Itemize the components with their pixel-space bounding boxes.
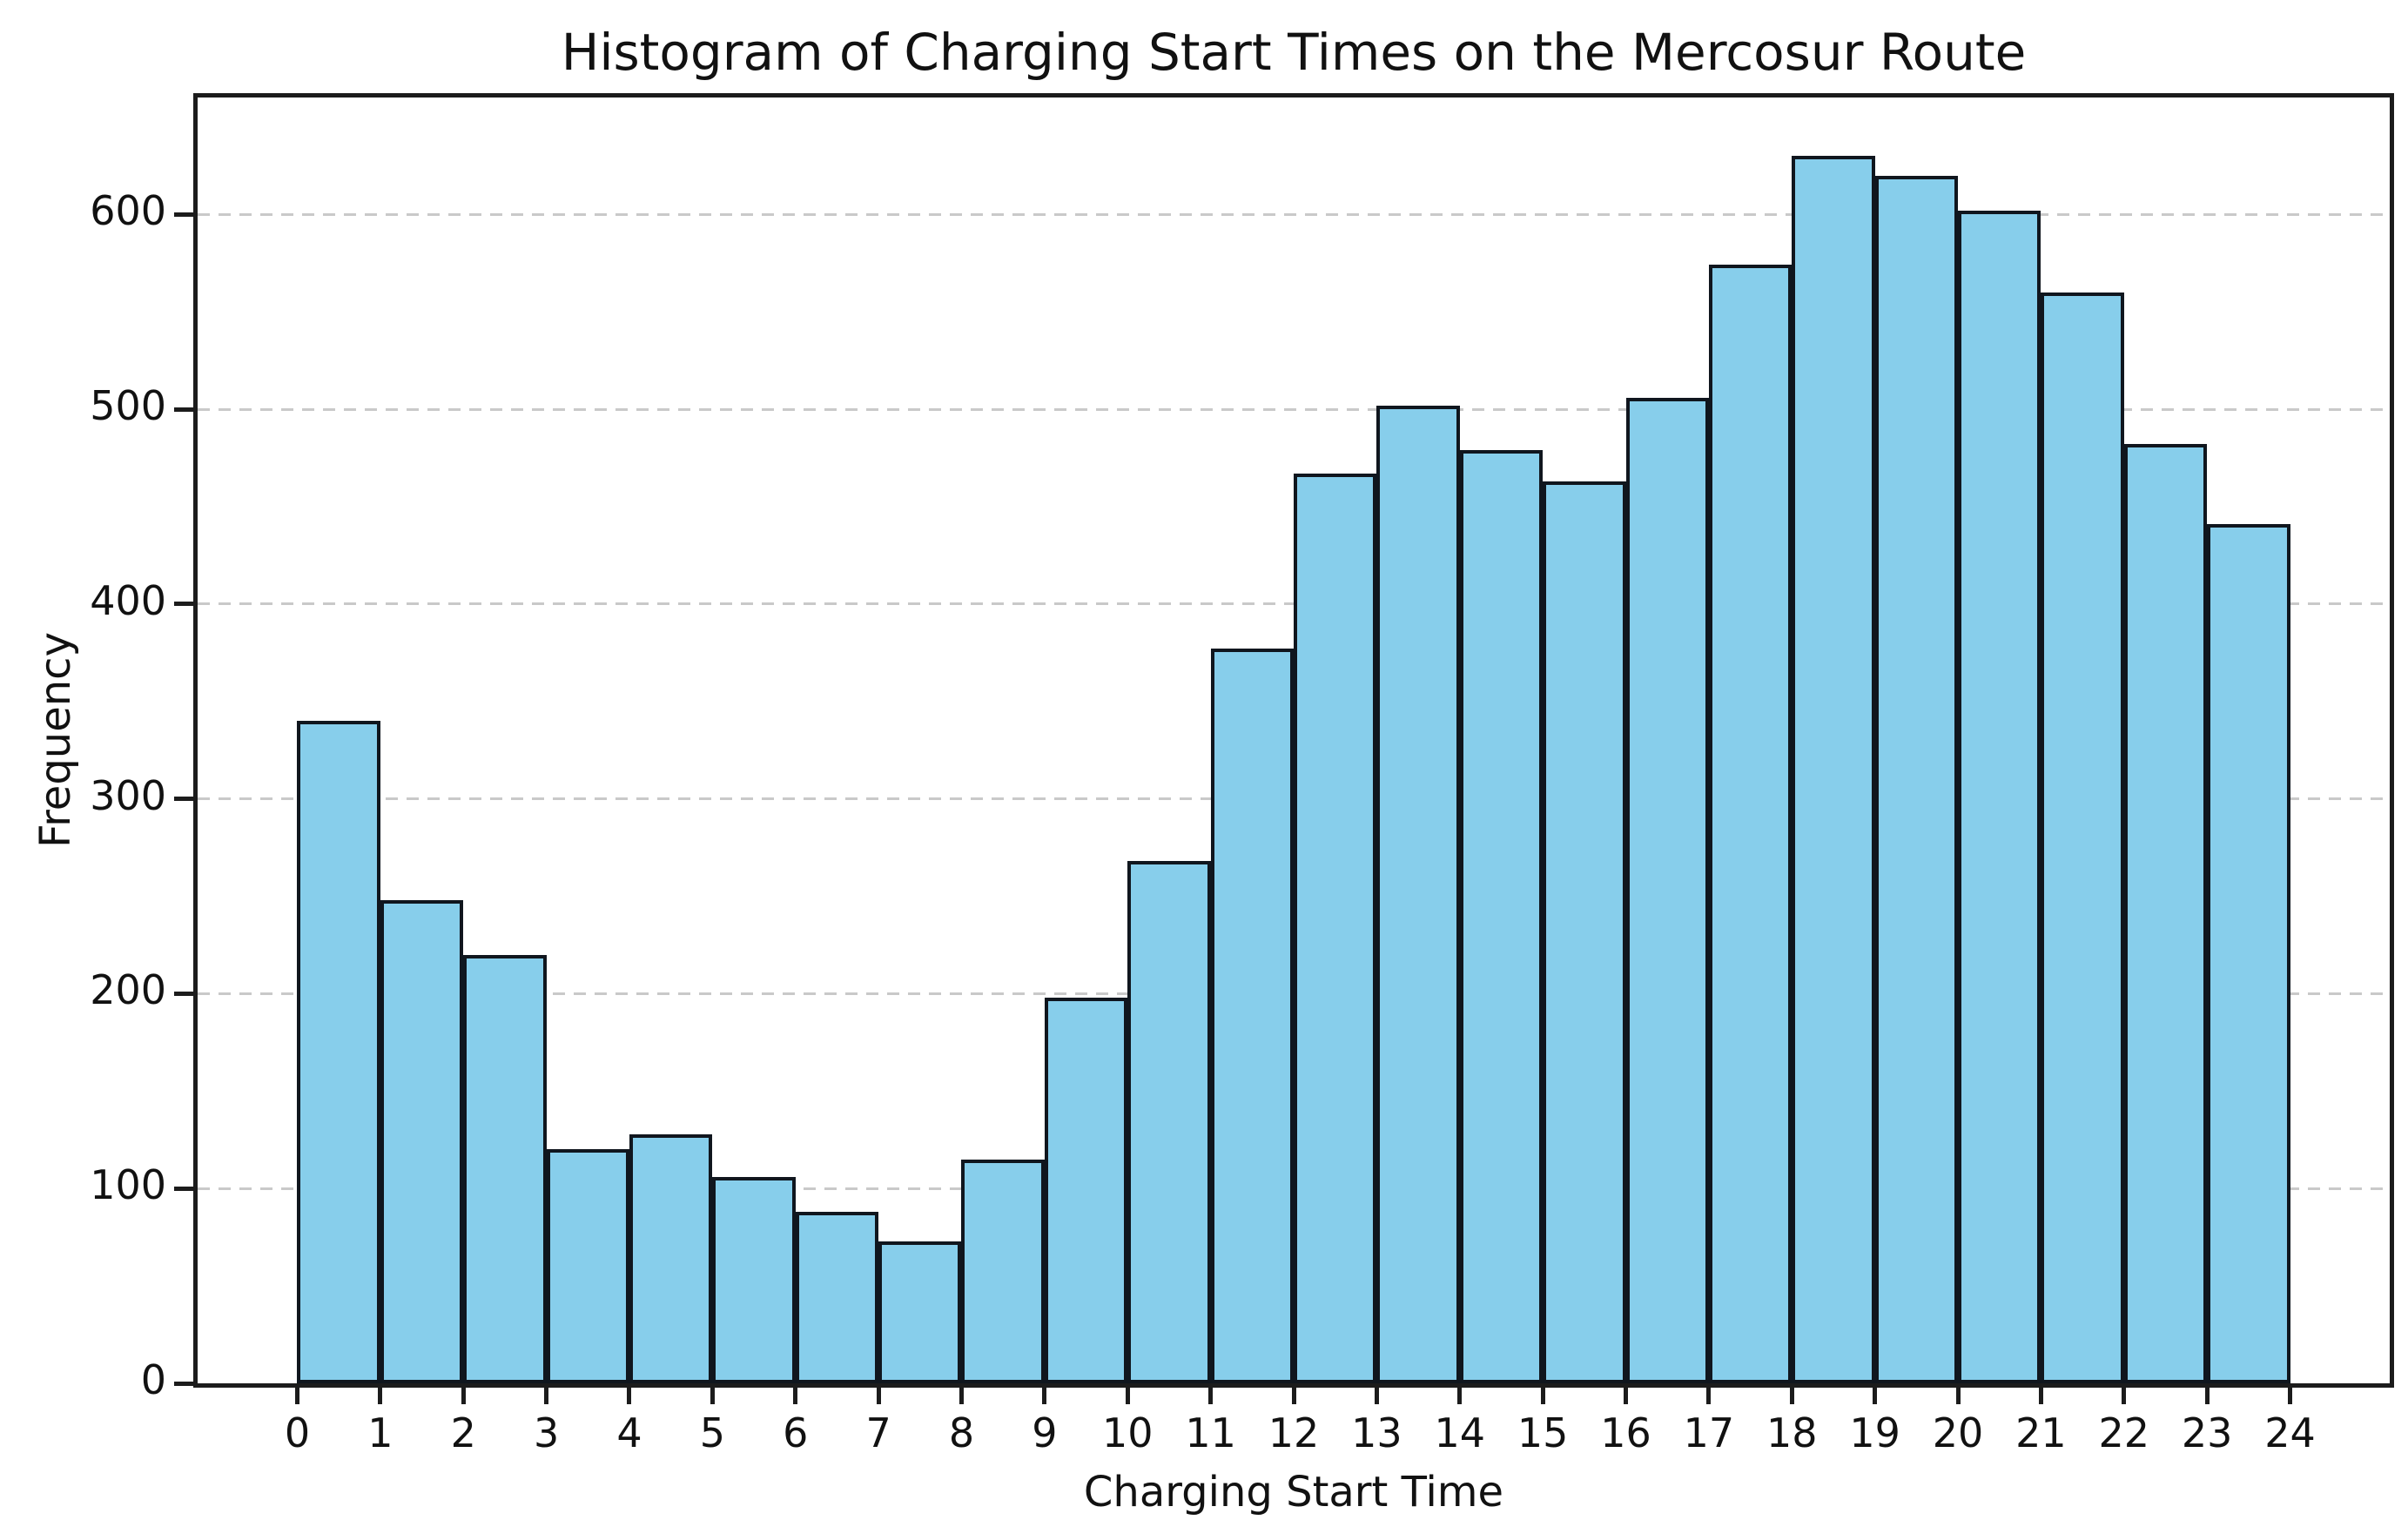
histogram-bar-8-9 — [961, 1159, 1045, 1383]
x-tick-label-17: 17 — [1683, 1409, 1735, 1456]
x-tick-label-0: 0 — [284, 1409, 311, 1456]
histogram-bar-11-12 — [1210, 649, 1294, 1383]
histogram-bar-4-5 — [629, 1133, 713, 1383]
histogram-bar-0-1 — [297, 721, 380, 1383]
y-tick-600 — [174, 212, 198, 217]
y-tick-label-100: 100 — [90, 1161, 166, 1209]
x-tick-4 — [627, 1383, 632, 1404]
histogram-bar-10-11 — [1127, 861, 1211, 1383]
x-tick-3 — [544, 1383, 549, 1404]
x-tick-label-20: 20 — [1932, 1409, 1984, 1456]
y-tick-0 — [174, 1381, 198, 1386]
histogram-bar-9-10 — [1044, 997, 1128, 1383]
x-tick-7 — [876, 1383, 881, 1404]
x-tick-label-11: 11 — [1185, 1409, 1236, 1456]
x-tick-label-12: 12 — [1268, 1409, 1320, 1456]
x-tick-23 — [2204, 1383, 2210, 1404]
histogram-bar-13-14 — [1376, 405, 1460, 1383]
x-tick-9 — [1042, 1383, 1047, 1404]
histogram-bar-2-3 — [463, 954, 547, 1383]
x-tick-2 — [461, 1383, 466, 1404]
x-tick-label-6: 6 — [783, 1409, 809, 1456]
x-tick-24 — [2288, 1383, 2293, 1404]
x-tick-label-9: 9 — [1032, 1409, 1058, 1456]
histogram-bar-14-15 — [1459, 450, 1544, 1383]
x-tick-22 — [2122, 1383, 2127, 1404]
histogram-bar-6-7 — [795, 1212, 879, 1383]
x-tick-5 — [710, 1383, 715, 1404]
x-tick-14 — [1457, 1383, 1463, 1404]
plot-area: 0 100 200 300 400 500 600 0 1 2 3 4 5 6 7 8 9 10 11 12 13 14 1… — [90, 93, 2394, 1456]
histogram-bar-23-24 — [2207, 524, 2290, 1383]
x-tick-label-2: 2 — [450, 1409, 476, 1456]
histogram-bar-22-23 — [2123, 444, 2208, 1383]
x-tick-label-15: 15 — [1517, 1409, 1569, 1456]
x-tick-20 — [1955, 1383, 1961, 1404]
histogram-bar-7-8 — [878, 1241, 962, 1383]
y-tick-label-400: 400 — [90, 576, 166, 624]
y-tick-500 — [174, 407, 198, 412]
x-tick-11 — [1208, 1383, 1214, 1404]
y-tick-label-500: 500 — [90, 382, 166, 430]
x-tick-19 — [1873, 1383, 1878, 1404]
x-tick-label-16: 16 — [1600, 1409, 1651, 1456]
x-tick-label-7: 7 — [865, 1409, 891, 1456]
y-axis-label: Frequency — [31, 632, 80, 848]
histogram-bar-18-19 — [1792, 156, 1875, 1383]
x-tick-label-18: 18 — [1766, 1409, 1818, 1456]
x-tick-0 — [294, 1383, 299, 1404]
y-tick-300 — [174, 797, 198, 802]
x-tick-10 — [1125, 1383, 1130, 1404]
x-tick-17 — [1706, 1383, 1712, 1404]
y-tick-200 — [174, 991, 198, 996]
x-tick-16 — [1624, 1383, 1628, 1404]
x-tick-label-19: 19 — [1849, 1409, 1900, 1456]
x-tick-label-10: 10 — [1101, 1409, 1154, 1456]
histogram-bar-1-2 — [380, 900, 464, 1383]
x-tick-label-5: 5 — [699, 1409, 725, 1456]
histogram-bar-15-16 — [1543, 481, 1626, 1383]
x-tick-label-3: 3 — [533, 1409, 560, 1456]
histogram-bar-5-6 — [712, 1176, 796, 1383]
x-tick-label-1: 1 — [367, 1409, 393, 1456]
histogram-bar-3-4 — [546, 1149, 629, 1383]
histogram-bar-20-21 — [1958, 210, 2041, 1383]
x-tick-label-21: 21 — [2015, 1409, 2067, 1456]
x-tick-6 — [793, 1383, 798, 1404]
x-tick-label-4: 4 — [616, 1409, 642, 1456]
histogram-bar-17-18 — [1708, 265, 1793, 1383]
x-tick-12 — [1291, 1383, 1296, 1404]
y-gridline-500 — [198, 407, 2390, 411]
x-tick-18 — [1789, 1383, 1794, 1404]
x-tick-label-14: 14 — [1434, 1409, 1486, 1456]
y-tick-100 — [174, 1186, 198, 1191]
x-tick-8 — [958, 1383, 964, 1404]
x-axis-label: Charging Start Time — [1083, 1468, 1504, 1517]
x-tick-label-13: 13 — [1351, 1409, 1402, 1456]
y-tick-label-200: 200 — [90, 966, 166, 1014]
x-tick-13 — [1374, 1383, 1379, 1404]
histogram-bar-21-22 — [2041, 292, 2124, 1383]
x-tick-1 — [378, 1383, 383, 1404]
histogram-bar-12-13 — [1294, 473, 1377, 1383]
x-tick-label-8: 8 — [948, 1409, 975, 1456]
chart-title: Histogram of Charging Start Times on the… — [561, 23, 2027, 82]
x-tick-label-22: 22 — [2098, 1409, 2150, 1456]
y-tick-label-600: 600 — [90, 187, 166, 235]
y-tick-400 — [174, 602, 198, 607]
histogram-bar-16-17 — [1625, 397, 1709, 1383]
y-tick-label-0: 0 — [140, 1356, 166, 1403]
histogram-bar-19-20 — [1874, 175, 1959, 1383]
x-tick-label-23: 23 — [2181, 1409, 2233, 1456]
x-tick-15 — [1540, 1383, 1545, 1404]
y-gridline-600 — [198, 212, 2390, 216]
y-tick-label-300: 300 — [90, 771, 166, 819]
x-tick-21 — [2038, 1383, 2043, 1404]
x-tick-label-24: 24 — [2264, 1409, 2316, 1456]
